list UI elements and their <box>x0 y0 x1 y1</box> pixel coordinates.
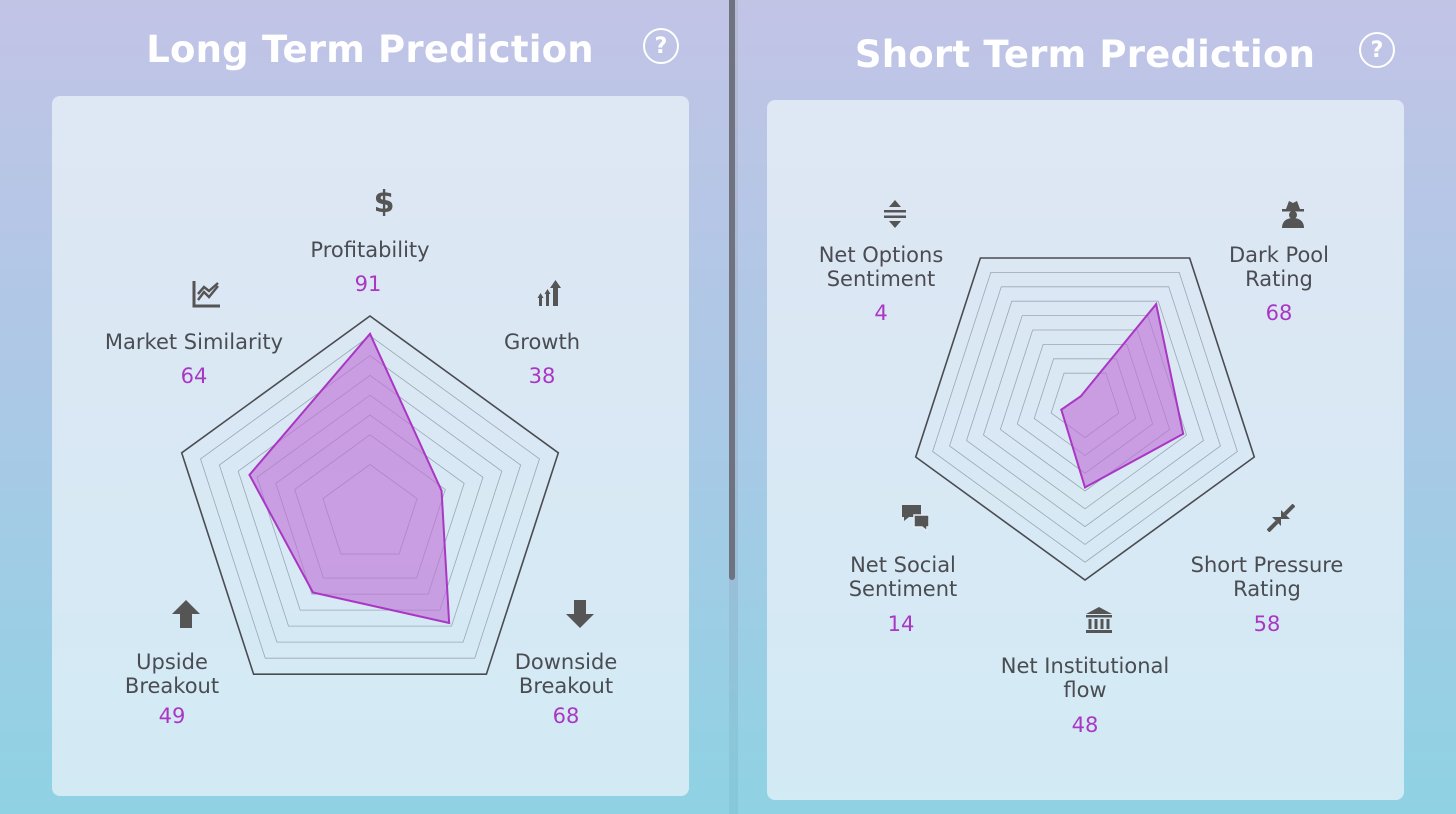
data-point <box>1084 486 1086 489</box>
grid-ring <box>237 374 503 627</box>
long-term-chart-card: $ Profitability 91 Growth 38 Downside Breakout… <box>52 96 689 796</box>
axis-value-market-similarity: 64 <box>180 364 208 388</box>
axis-value-net-options-sentiment: 4 <box>874 301 888 325</box>
axis-label-line: Net Social <box>850 553 956 577</box>
axis-label-line: Sentiment <box>848 577 958 601</box>
axis-label-growth: Growth <box>504 330 580 354</box>
data-point <box>311 591 314 594</box>
axis-value-profitability: 91 <box>354 272 382 296</box>
axis-label-line: Profitability <box>310 238 430 262</box>
long-term-help-button[interactable]: ? <box>643 28 679 64</box>
data-point <box>248 473 251 476</box>
short-term-panel: Short Term Prediction ? Dark Pool Rating 6… <box>738 0 1456 814</box>
grid-ring <box>966 300 1204 528</box>
short-term-help-button[interactable]: ? <box>1359 32 1395 68</box>
series-area <box>248 331 451 625</box>
axis-value-growth: 38 <box>528 364 556 388</box>
long-term-title: Long Term Prediction <box>146 28 594 71</box>
axis-value-short-pressure-rating: 58 <box>1253 612 1281 636</box>
axis-label-downside-breakout: Downside Breakout <box>515 650 618 698</box>
axis-label-line: Sentiment <box>826 267 936 291</box>
outer-boundary <box>914 257 1256 581</box>
outer-boundary <box>180 315 560 675</box>
series-area <box>1060 301 1185 489</box>
axis-label-line: Growth <box>503 330 581 354</box>
axis-label-upside-breakout: Upside Breakout <box>125 650 219 698</box>
axis-label-line: Breakout <box>518 674 614 698</box>
axis-value-net-social-sentiment: 14 <box>887 612 915 636</box>
axis-label-line: Short Pressure <box>1190 553 1344 577</box>
axis-label-line: Breakout <box>124 674 220 698</box>
axis-label-line: Market Similarity <box>104 330 284 354</box>
data-point <box>448 621 451 624</box>
data-point <box>1079 395 1082 398</box>
axis-label-line: Net Options <box>818 243 944 267</box>
svg-text:$: $ <box>374 188 395 216</box>
axis-label-line: flow <box>1063 678 1107 702</box>
axis-label-line: Net Institutional <box>1000 654 1170 678</box>
scrollbar[interactable] <box>729 0 735 580</box>
axis-value-upside-breakout: 49 <box>158 704 186 728</box>
grid-ring <box>218 355 522 643</box>
long-term-panel: Long Term Prediction ? $ Profitability 91 G… <box>52 28 689 796</box>
axis-label-dark-pool-rating: Dark Pool Rating <box>1229 243 1329 291</box>
short-term-chart-card: Dark Pool Rating 68 Short Pressure Rating 58 N… <box>767 100 1404 800</box>
axis-value-downside-breakout: 68 <box>552 704 580 728</box>
data-point <box>369 332 371 335</box>
axis-label-short-pressure-rating: Short Pressure Rating <box>1191 553 1344 601</box>
axis-label-net-social-sentiment: Net Social Sentiment <box>849 553 958 601</box>
data-point <box>1182 432 1185 435</box>
axis-value-dark-pool-rating: 68 <box>1265 301 1293 325</box>
axis-label-line: Dark Pool <box>1229 243 1329 267</box>
axis-label-net-options-sentiment: Net Options Sentiment <box>819 243 944 291</box>
axis-value-net-institutional-flow: 48 <box>1071 713 1099 737</box>
grid-ring <box>200 335 540 659</box>
axis-label-profitability: Profitability <box>310 238 429 262</box>
short-term-title: Short Term Prediction <box>854 33 1316 76</box>
axis-label-line: Rating <box>1245 267 1313 291</box>
axis-label-market-similarity: Market Similarity <box>105 330 283 354</box>
axis-label-net-institutional-flow: Net Institutional flow <box>1001 654 1170 702</box>
data-point <box>440 489 443 492</box>
grid-ring <box>932 271 1238 563</box>
axis-label-line: Downside <box>514 650 618 674</box>
grid-ring <box>949 286 1221 545</box>
data-point <box>1155 303 1158 306</box>
axis-label-line: Rating <box>1233 577 1301 601</box>
radar-chart <box>914 257 1256 581</box>
axis-label-line: Upside <box>136 650 208 674</box>
data-point <box>1060 408 1063 411</box>
radar-chart <box>180 315 560 675</box>
